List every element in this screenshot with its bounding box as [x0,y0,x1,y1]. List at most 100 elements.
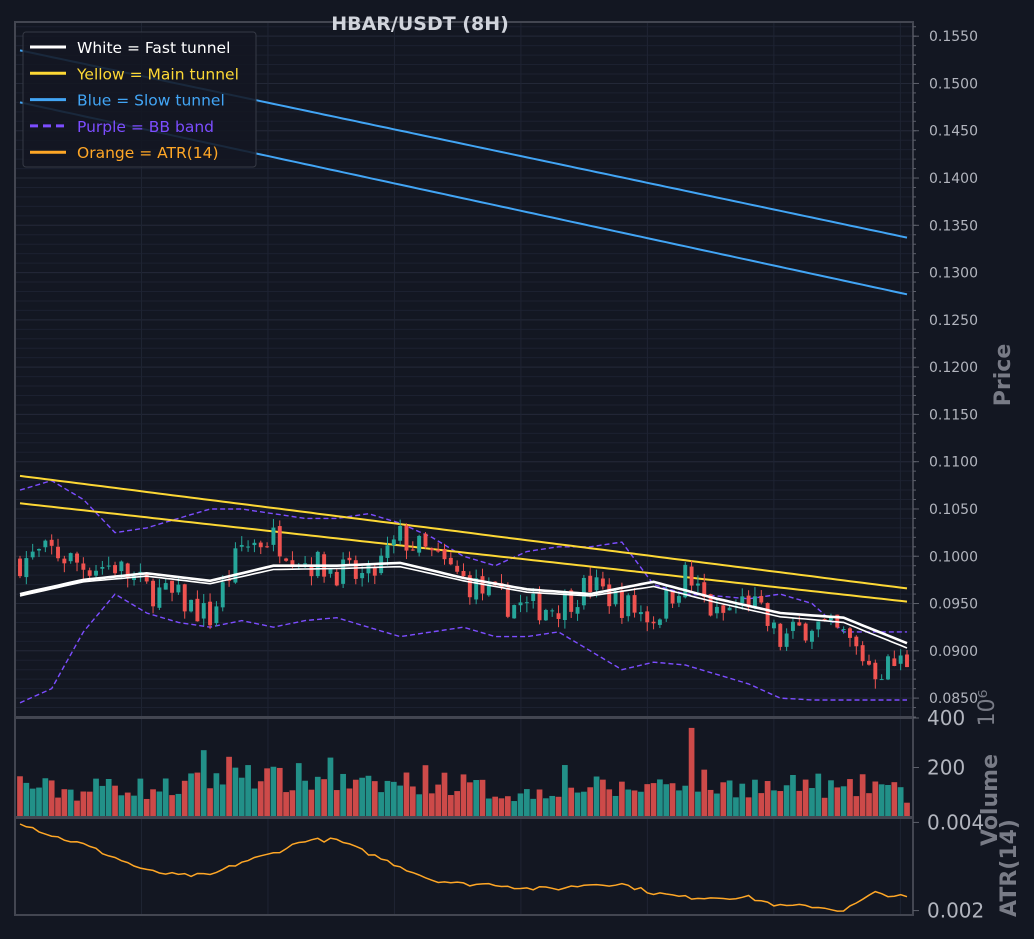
volume-bar [150,789,156,817]
volume-bar [790,774,796,817]
volume-bar [878,784,885,817]
candle-body [594,577,599,591]
volume-bar [460,774,467,817]
volume-bar [42,778,49,817]
volume-bar [745,797,752,817]
candle-body [524,602,529,604]
candle-body [841,629,846,631]
volume-bar [93,778,99,817]
candle-body [784,633,789,647]
candle-body [803,623,808,641]
candle-body [790,621,795,631]
candle-body [816,621,821,630]
volume-bar [498,798,505,817]
candle-body [417,535,422,553]
legend-label: Purple = BB band [77,118,214,136]
candle-body [176,584,181,593]
volume-bar [872,781,879,817]
atr-series [19,823,908,912]
price-tick-label: 0.0900 [929,644,978,660]
fast-tunnel [19,561,908,649]
candle-body [898,655,903,664]
volume-bar [219,784,226,817]
candle-body [37,549,41,551]
volume-bar [403,772,410,817]
candle-body [208,601,213,626]
candle-body [714,606,719,614]
candle-body [531,593,536,601]
price-tick-label: 0.0950 [929,597,978,613]
candle-body [778,623,783,647]
axis-ticks: 0.0850 0.0900 0.0950 0.1000 0.1050 0.1100 0.11… [913,26,984,923]
volume-bar [124,792,131,817]
volume-bar [207,788,213,817]
volume-bar [473,780,480,817]
volume-bar [815,773,822,817]
candle-body [886,656,890,680]
volume-bar [86,791,93,817]
candle-body [505,587,510,617]
volume-bar [695,791,701,817]
volume-bar [682,785,689,817]
volume-bar [543,798,549,817]
volume-bar [885,784,891,817]
candle-body [18,558,22,577]
volume-bar [733,797,739,817]
candle-body [879,679,884,681]
price-tick-label: 0.1500 [929,76,978,92]
volume-bar [200,750,207,817]
legend-items: White = Fast tunnel Yellow = Main tunnel B… [30,39,239,162]
volume-bar [257,781,264,817]
volume-bar [80,791,87,817]
candle-body [334,571,339,586]
volume-bar [536,789,543,817]
candle-body [569,590,574,612]
candle-body [113,565,117,574]
volume-bar [511,801,518,817]
volume-bar [289,790,296,817]
volume-bar [131,795,137,817]
candle-body [239,545,244,547]
volume-bar [118,795,125,817]
candle-body [214,606,219,624]
volume-bar [428,793,435,817]
candle-body [651,621,656,624]
candle-body [848,628,852,638]
candle-body [645,611,650,623]
price-axis-label: Price [991,344,1016,406]
volume-bar [17,776,23,817]
volume-bar [226,756,232,817]
volume-bar [333,790,340,817]
volume-bar [169,795,175,817]
price-tick-label: 0.1250 [929,313,978,329]
volume-bar [74,800,80,817]
price-tick-label: 0.1300 [929,266,978,282]
volume-bar [904,802,910,817]
candle-body [860,645,865,662]
volume-bar [657,779,663,817]
volume-bar [549,795,556,817]
volume-bar [295,763,302,817]
candle-body [119,561,124,572]
candle-body [727,607,732,611]
candle-body [24,558,29,578]
volume-bar [802,779,809,817]
candle-body [702,582,707,597]
legend-box [22,31,257,168]
atr-tick-label: 0.004 [927,810,984,834]
volume-bar [232,767,239,817]
main-tunnel-upper [19,474,908,590]
candle-body [822,618,827,620]
volume-bar [55,797,61,817]
atr-tick-label: 0.002 [927,899,984,923]
volume-bar [840,786,847,817]
volume-bar [188,773,194,817]
atr-axis-label: ATR(14) [997,819,1022,917]
candle-body [429,548,434,551]
candle-body [797,622,802,626]
candle-body [708,594,713,616]
candle-body [423,533,428,547]
volume-bar [530,798,537,817]
volume-bar [726,780,733,817]
volume-bar [517,793,524,817]
